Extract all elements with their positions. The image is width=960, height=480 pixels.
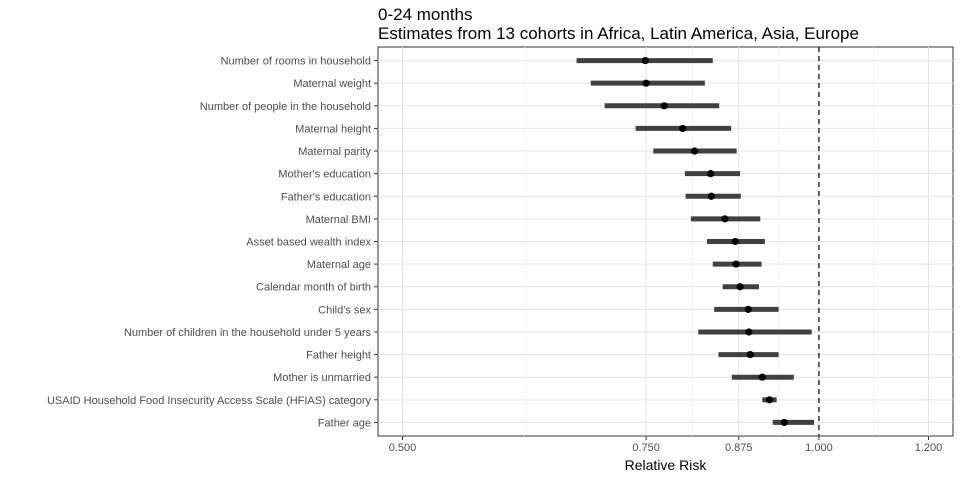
estimate-point: [707, 192, 715, 200]
chart-subtitle: Estimates from 13 cohorts in Africa, Lat…: [378, 24, 859, 43]
y-tick-label: Mother's education: [278, 169, 371, 181]
y-tick-label: Calendar month of birth: [256, 282, 371, 294]
estimate-point: [642, 79, 650, 87]
y-tick-label: Father age: [318, 417, 371, 429]
y-tick-label: Number of children in the household unde…: [124, 327, 372, 339]
y-tick-label: Father height: [306, 350, 371, 362]
y-tick-label: Mother is unmarried: [273, 372, 371, 384]
estimate-point: [660, 102, 668, 110]
x-axis-title: Relative Risk: [625, 457, 708, 473]
y-tick-label: Child's sex: [318, 304, 371, 316]
x-tick-label: 1.000: [805, 442, 833, 454]
y-tick-label: Maternal parity: [298, 146, 371, 158]
y-tick-label: Father's education: [281, 191, 371, 203]
y-tick-label: Number of people in the household: [200, 101, 371, 113]
estimate-point: [780, 418, 788, 427]
y-tick-label: Maternal age: [307, 259, 371, 271]
estimate-point: [732, 260, 740, 268]
estimate-point: [707, 170, 715, 178]
x-tick-label: 0.500: [389, 442, 417, 454]
estimate-point: [744, 305, 752, 313]
y-tick-label: Maternal BMI: [306, 214, 371, 226]
estimate-point: [746, 350, 754, 359]
y-tick-label: Asset based wealth index: [246, 237, 371, 249]
y-tick-label: Maternal height: [295, 123, 371, 135]
estimate-point: [736, 283, 744, 291]
estimate-point: [641, 56, 649, 65]
x-tick-label: 1.200: [915, 442, 943, 454]
x-tick-label: 0.875: [725, 442, 753, 454]
estimate-point: [745, 328, 753, 336]
estimate-point: [721, 215, 729, 223]
estimate-point: [731, 237, 739, 246]
y-tick-label: Maternal weight: [293, 78, 371, 90]
y-tick-label: USAID Household Food Insecurity Access S…: [47, 395, 372, 407]
y-tick-label: Number of rooms in household: [221, 56, 371, 68]
estimate-point: [758, 373, 766, 381]
x-tick-label: 0.750: [632, 442, 660, 454]
chart-title: 0-24 months: [378, 5, 473, 24]
estimate-point: [679, 124, 687, 133]
estimate-point: [690, 147, 699, 155]
estimate-point: [765, 396, 774, 404]
